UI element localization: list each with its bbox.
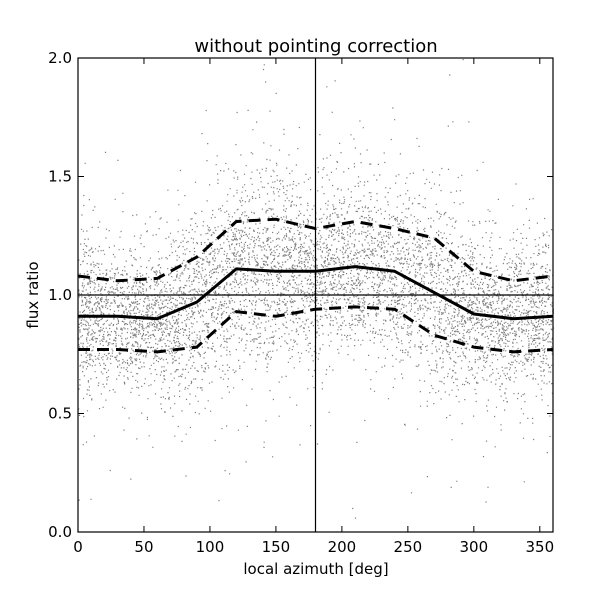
x-tick-label: 300 bbox=[460, 538, 489, 556]
series-line-2-dashed bbox=[78, 305, 554, 354]
y-tick-label: 0.0 bbox=[48, 523, 72, 541]
x-tick-label: 0 bbox=[73, 538, 83, 556]
x-axis-label: local azimuth [deg] bbox=[243, 560, 388, 578]
x-tick-label: 150 bbox=[262, 538, 291, 556]
reference-lines bbox=[78, 58, 553, 532]
y-tick-label: 1.0 bbox=[48, 286, 72, 304]
series-line-0-solid bbox=[78, 265, 554, 321]
y-tick-label: 2.0 bbox=[48, 49, 72, 67]
y-tick-label: 0.5 bbox=[48, 405, 72, 423]
series-lines bbox=[77, 217, 554, 354]
y-axis-label: flux ratio bbox=[24, 261, 42, 328]
series-line-1-dashed bbox=[77, 217, 554, 283]
x-tick-label: 100 bbox=[196, 538, 225, 556]
x-tick-label: 250 bbox=[394, 538, 423, 556]
chart-title: without pointing correction bbox=[194, 36, 437, 57]
y-tick-label: 1.5 bbox=[48, 168, 72, 186]
axis-ticks: 0 50 100 150 200 250 300 350 0.0 0.5 1.0 1.5 2.0 bbox=[48, 49, 554, 556]
x-tick-label: 200 bbox=[328, 538, 357, 556]
x-tick-label: 50 bbox=[134, 538, 153, 556]
x-tick-label: 350 bbox=[525, 538, 554, 556]
